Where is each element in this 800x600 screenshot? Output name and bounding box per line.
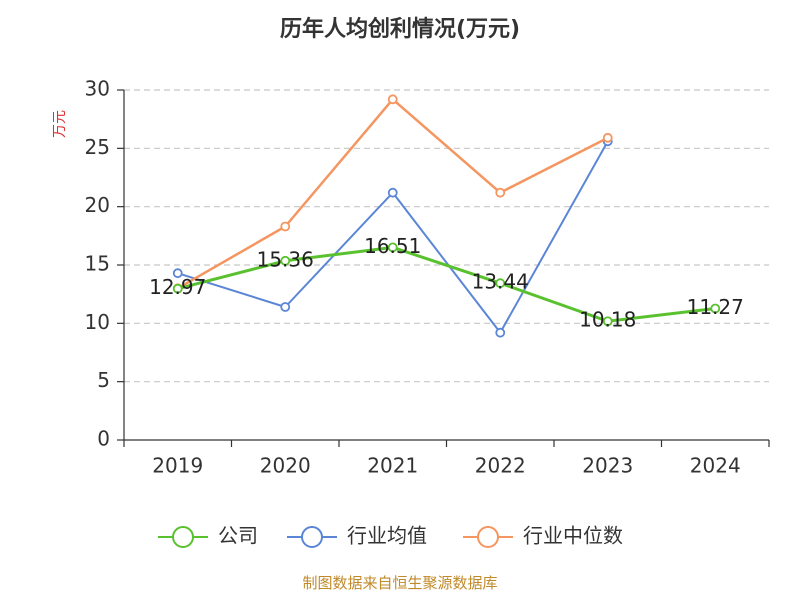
y-tick-label: 0: [97, 427, 110, 451]
x-tick-label: 2022: [475, 454, 526, 478]
data-label: 10.18: [579, 308, 636, 332]
data-label: 16.51: [364, 234, 421, 258]
series-point-1: [387, 187, 398, 198]
x-tick-label: 2023: [582, 454, 633, 478]
series-point-2: [387, 94, 398, 105]
y-tick-label: 30: [85, 77, 110, 101]
series-point-0: [172, 283, 183, 294]
series-point-0: [602, 316, 613, 327]
legend-swatch-marker: [301, 526, 323, 548]
y-tick-label: 25: [85, 135, 110, 159]
series-line-0: [176, 245, 717, 323]
y-tick-label: 5: [97, 368, 110, 392]
series-point-0: [710, 303, 721, 314]
data-labels: 12.97 15.36 16.51 13.44 10.18 11.27: [149, 234, 744, 332]
series-point-1: [495, 327, 506, 338]
series-point-1: [172, 268, 183, 279]
data-label: 15.36: [257, 247, 314, 271]
grid: [124, 89, 769, 383]
legend-label: 公司: [218, 524, 258, 548]
axes: 0 5 10 15 20 25 30 2019 2020 2021 2022 2023 2024: [85, 77, 770, 478]
series-point-0: [495, 278, 506, 289]
chart-title: 历年人均创利情况(万元): [280, 16, 520, 42]
legend-label: 行业均值: [347, 524, 427, 548]
x-tick-label: 2024: [690, 454, 741, 478]
series-point-2: [280, 221, 291, 232]
legend-swatch-marker: [477, 526, 499, 548]
y-axis-unit: 万元: [52, 110, 68, 138]
series: [172, 94, 721, 338]
series-point-0: [387, 242, 398, 253]
series-point-1: [280, 302, 291, 312]
data-label: 13.44: [472, 270, 529, 294]
legend: 公司 行业均值 行业中位数: [158, 524, 623, 548]
legend-swatch-marker: [172, 526, 194, 548]
x-tick-label: 2020: [260, 454, 311, 478]
source-note: 制图数据来自恒生聚源数据库: [302, 574, 497, 592]
y-tick-label: 15: [85, 252, 110, 276]
data-label: 11.27: [687, 295, 744, 319]
series-point-2: [602, 132, 613, 143]
y-tick-label: 20: [85, 193, 110, 217]
x-tick-label: 2021: [367, 454, 418, 478]
series-point-2: [495, 187, 506, 198]
legend-label: 行业中位数: [523, 524, 623, 548]
x-tick-label: 2019: [152, 454, 203, 478]
data-label: 12.97: [149, 275, 206, 299]
y-tick-label: 10: [85, 310, 110, 334]
series-point-0: [280, 255, 291, 266]
